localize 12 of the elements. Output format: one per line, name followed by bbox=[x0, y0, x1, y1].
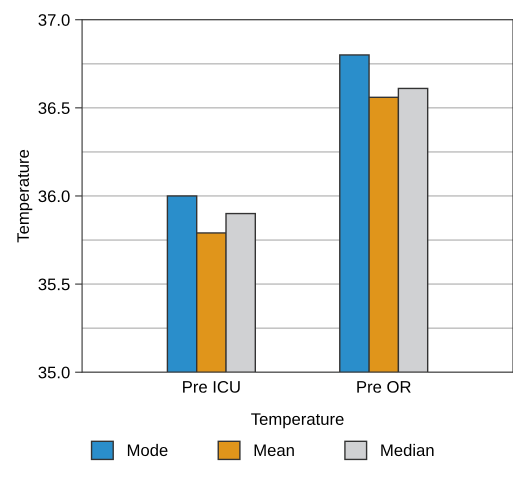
x-axis-title: Temperature bbox=[251, 413, 344, 428]
y-tick-label: 35.5 bbox=[38, 278, 70, 290]
legend-label: Mode bbox=[128, 444, 168, 456]
y-tick-label: 36.0 bbox=[38, 190, 70, 202]
x-tick-label: Pre ICU bbox=[183, 380, 240, 393]
x-tick-label: Pre OR bbox=[357, 380, 411, 393]
y-tick-label: 35.0 bbox=[38, 366, 70, 378]
y-axis-title: Temperature bbox=[17, 150, 32, 242]
y-tick-label: 36.5 bbox=[38, 102, 70, 114]
legend-label: Median bbox=[381, 444, 434, 456]
y-tick-label: 37.0 bbox=[38, 14, 70, 26]
legend-label: Mean bbox=[254, 444, 294, 456]
